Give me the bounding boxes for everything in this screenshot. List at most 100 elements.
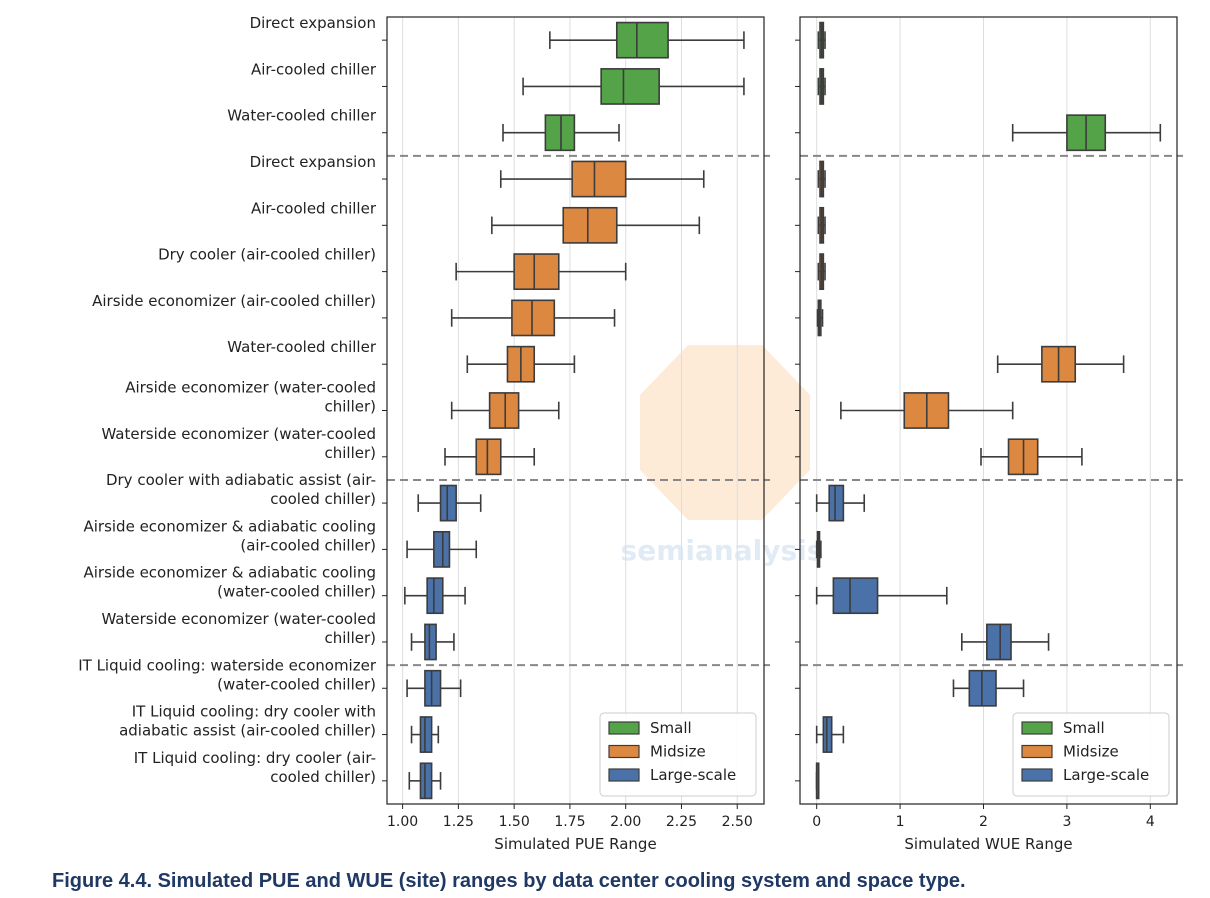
pue-box-2 xyxy=(502,114,620,152)
category-label-line: (water-cooled chiller) xyxy=(217,675,376,693)
category-label-line: cooled chiller) xyxy=(270,768,376,786)
category-label-line: adiabatic assist (air-cooled chiller) xyxy=(119,722,376,740)
wue-xtick-label: 2 xyxy=(979,814,988,830)
pue-iqr-box xyxy=(562,206,618,244)
category-label: Airside economizer & adiabatic cooling (w… xyxy=(83,564,376,601)
wue-box-12 xyxy=(815,577,948,615)
category-label: Water-cooled chiller xyxy=(227,338,377,356)
wue-legend-label: Midsize xyxy=(1063,743,1119,761)
category-label-line: Dry cooler (air-cooled chiller) xyxy=(158,246,376,264)
pue-legend-label: Midsize xyxy=(650,743,706,761)
pue-iqr-box xyxy=(475,438,502,476)
pue-iqr-box xyxy=(513,253,560,291)
category-label-line: Waterside economizer (water-cooled xyxy=(101,425,376,443)
wue-box-1 xyxy=(817,68,826,105)
wue-iqr-box xyxy=(832,577,879,615)
pue-legend-label: Large-scale xyxy=(650,766,736,784)
wue-legend-label: Small xyxy=(1063,719,1105,737)
wue-legend-label: Large-scale xyxy=(1063,766,1149,784)
wue-box-16 xyxy=(815,762,820,800)
pue-box-3 xyxy=(499,160,705,198)
wue-legend-swatch xyxy=(1021,744,1053,759)
wue-legend-swatch xyxy=(1021,768,1053,782)
category-label-line: IT Liquid cooling: waterside economizer xyxy=(78,656,377,674)
category-labels: Direct expansion Air-cooled chiller Water-… xyxy=(78,14,377,786)
category-label-line: chiller) xyxy=(324,444,376,462)
wue-iqr-box xyxy=(968,669,997,707)
category-label-line: Direct expansion xyxy=(250,14,376,32)
wue-xtick-label: 1 xyxy=(896,814,905,830)
pue-axis-label: Simulated PUE Range xyxy=(494,835,656,853)
pue-xtick-label: 1.25 xyxy=(443,814,474,830)
pue-legend: Small Midsize Large-scale xyxy=(599,712,757,797)
pue-box-4 xyxy=(491,206,701,244)
category-label-line: IT Liquid cooling: dry cooler with xyxy=(132,703,376,721)
watermark-octagon-icon xyxy=(640,345,810,520)
category-label-line: Airside economizer (water-cooled xyxy=(125,379,376,397)
category-label-line: Airside economizer (air-cooled chiller) xyxy=(92,292,376,310)
pue-xtick-label: 1.50 xyxy=(499,814,530,830)
category-label: IT Liquid cooling: dry cooler with adiaba… xyxy=(119,703,376,740)
wue-xtick-label: 4 xyxy=(1146,814,1155,830)
category-label-line: Airside economizer & adiabatic cooling xyxy=(83,564,376,582)
pue-box-15 xyxy=(410,716,440,753)
category-label-line: IT Liquid cooling: dry cooler (air- xyxy=(134,749,376,767)
wue-box-14 xyxy=(952,669,1025,707)
category-label: Direct expansion xyxy=(250,153,376,171)
pue-iqr-box xyxy=(419,762,433,800)
pue-xtick-label: 1.75 xyxy=(554,814,585,830)
pue-iqr-box xyxy=(544,114,576,152)
pue-box-12 xyxy=(404,577,466,615)
category-label: IT Liquid cooling: waterside economizer(… xyxy=(78,656,377,693)
pue-iqr-box xyxy=(488,392,520,429)
pue-iqr-box xyxy=(571,160,627,198)
pue-iqr-box xyxy=(426,577,444,615)
category-label-line: chiller) xyxy=(324,398,376,416)
category-label-line: Airside economizer & adiabatic cooling xyxy=(83,517,376,535)
pue-box-9 xyxy=(444,438,536,476)
wue-legend-swatch xyxy=(1021,721,1053,735)
pue-box-8 xyxy=(450,392,560,429)
pue-iqr-box xyxy=(424,623,437,661)
wue-box-3 xyxy=(817,160,826,198)
pue-legend-swatch xyxy=(608,744,640,759)
pue-iqr-box xyxy=(424,669,442,707)
wue-iqr-box xyxy=(986,623,1012,661)
pue-iqr-box xyxy=(439,484,457,522)
watermark-logo: semianalysis xyxy=(621,345,824,567)
category-label: Air-cooled chiller xyxy=(251,60,377,78)
pue-box-1 xyxy=(522,68,745,105)
category-label: IT Liquid cooling: dry cooler (air-coole… xyxy=(134,749,376,786)
wue-xtick-label: 3 xyxy=(1062,814,1071,830)
pue-xtick-label: 1.00 xyxy=(387,814,418,830)
pue-box-0 xyxy=(549,21,745,59)
wue-panel: 0 1 2 3 4 Simulated WUE Range Small Midsize Larg… xyxy=(795,16,1183,853)
watermark-text: semianalysis xyxy=(621,534,824,567)
pue-legend-swatch xyxy=(608,721,640,735)
category-label-line: Waterside economizer (water-cooled xyxy=(101,610,376,628)
pue-iqr-box xyxy=(600,68,660,105)
pue-box-10 xyxy=(417,484,482,522)
box-plot-figure: semianalysis 1.00 1.25 1.50 1.75 2.00 2.25 2.5… xyxy=(78,14,1183,853)
pue-box-14 xyxy=(406,669,462,707)
wue-box-10 xyxy=(815,484,866,522)
pue-iqr-box xyxy=(615,21,669,59)
wue-box-4 xyxy=(817,206,826,244)
wue-box-5 xyxy=(817,253,826,291)
wue-box-11 xyxy=(815,530,822,568)
wue-box-8 xyxy=(840,392,1014,429)
pue-iqr-box xyxy=(511,299,556,337)
category-label-line: Direct expansion xyxy=(250,153,376,171)
category-label-line: Air-cooled chiller xyxy=(251,199,377,217)
wue-axis-label: Simulated WUE Range xyxy=(904,835,1072,853)
category-label: Airside economizer (water-cooled chiller) xyxy=(125,379,376,416)
wue-legend: Small Midsize Large-scale xyxy=(1012,712,1170,797)
pue-box-5 xyxy=(455,253,627,291)
wue-box-13 xyxy=(961,623,1050,661)
pue-legend-swatch xyxy=(608,768,640,782)
pue-legend-label: Small xyxy=(650,719,692,737)
wue-box-9 xyxy=(980,438,1083,476)
pue-box-13 xyxy=(410,623,455,661)
pue-iqr-box xyxy=(433,530,451,568)
figure-caption: Figure 4.4. Simulated PUE and WUE (site)… xyxy=(52,870,966,892)
